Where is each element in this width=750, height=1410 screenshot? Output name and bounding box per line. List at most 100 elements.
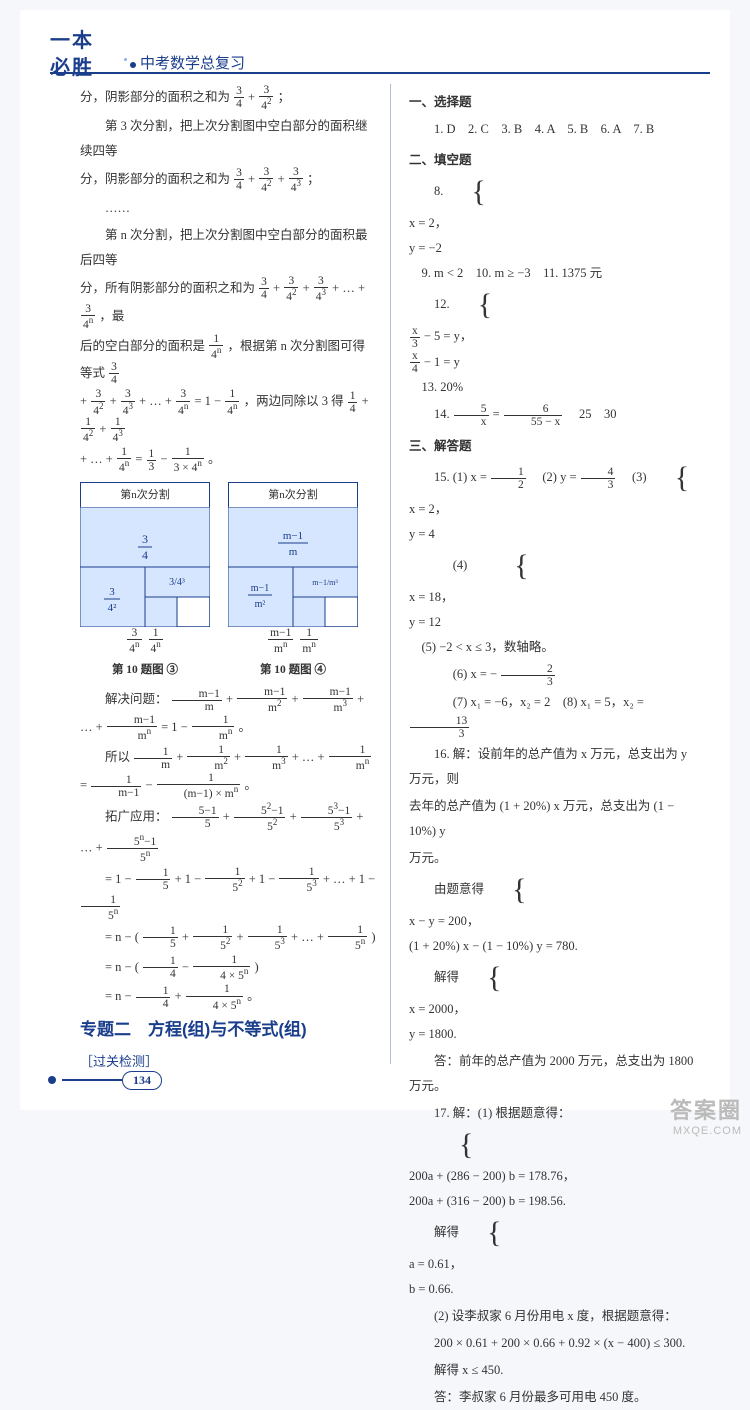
q16-p1: 16. 解：设前年的总产值为 x 万元，总支出为 y 万元，则 [409, 742, 700, 792]
fraction: 34 [109, 361, 119, 386]
watermark: 答案圈 MXQE.COM [670, 1093, 742, 1137]
q15-r3: (6) x = − 23 [409, 662, 700, 688]
sys-row: (1 + 20%) x − (1 − 10%) y = 780. [409, 934, 700, 959]
fraction: 34n [81, 303, 95, 331]
text: + [175, 989, 185, 1003]
text: (5) −2 < x ≤ 3，数轴略。 [409, 640, 554, 654]
q17-p5: 解得 x ≤ 450. [409, 1358, 700, 1383]
system: { [487, 875, 528, 905]
figure-4-caption: 第 10 题图 ④ [228, 659, 358, 682]
section-heading-1: 一、选择题 [409, 90, 700, 115]
page-number-wrap: 134 [50, 1068, 162, 1092]
text: 后的空白部分的面积是 [80, 339, 205, 353]
sys-row: x = 2000， [409, 997, 700, 1022]
content-columns: 分，阴影部分的面积之和为 34 + 342 ； 第 3 次分割，把上次分割图中空… [80, 84, 700, 1064]
left-p1: 分，阴影部分的面积之和为 34 + 342 ； [80, 84, 376, 112]
text: ) [371, 929, 375, 943]
text: 12. [434, 297, 450, 311]
text: ) [254, 959, 258, 973]
text: 解得 [434, 1225, 459, 1239]
watermark-line-2: MXQE.COM [670, 1125, 742, 1137]
svg-text:m²: m² [255, 599, 266, 610]
sys-row: x3 − 5 = y， [409, 324, 700, 350]
fraction: 34 [234, 85, 244, 110]
fraction: 34 [259, 276, 269, 301]
figure-3-bottom: 34n 14n [80, 627, 210, 655]
left-p3: 分，阴影部分的面积之和为 34 + 342 + 343 ； [80, 166, 376, 194]
system: { [434, 1130, 475, 1160]
logo-line-1: 一本 [50, 24, 94, 53]
sys-row: x − y = 200， [409, 909, 700, 934]
fraction: 142 [81, 416, 95, 444]
sys-row: 200a + (316 − 200) b = 198.56. [409, 1189, 700, 1214]
sys-row: x = 2， [409, 497, 700, 522]
figure-4-svg: m−1 m m−1 m² m−1/m³ [228, 507, 358, 627]
figure-4-bottom: m−1mn 1mn [228, 627, 358, 655]
page-number-dot-icon [48, 1076, 56, 1084]
figure-top-caption: 第n次分割 [228, 482, 358, 507]
watermark-line-1: 答案圈 [670, 1093, 742, 1125]
page-number-line [62, 1079, 122, 1081]
text: 13. 20% [409, 380, 463, 394]
text: + … + [80, 452, 113, 466]
q15-r4: (7) x₁ = −6，x₂ = 2 (8) x₁ = 5，x₂ = 133 [409, 690, 700, 741]
figure-3: 第n次分割 3 4 3 4² 3/4³ [80, 482, 210, 682]
sys-row: x4 − 1 = y [409, 350, 700, 376]
text: 。 [247, 989, 260, 1003]
text: (4) [453, 558, 468, 572]
text: = 1 − [105, 872, 132, 886]
fraction: 34n [176, 388, 190, 416]
text: + [80, 394, 87, 408]
text: (2) y = [530, 470, 580, 484]
text: 拓广应用： [105, 809, 168, 823]
system: { [453, 290, 494, 320]
sys-row: y = −2 [409, 236, 700, 261]
fraction: 343 [121, 388, 135, 416]
q17-p3: (2) 设李叔家 6 月份用电 x 度，根据题意得： [409, 1304, 700, 1329]
sys-row: x = 2， [409, 211, 700, 236]
q17-p2: 解得 { [409, 1216, 700, 1250]
fraction: 14n [209, 333, 223, 361]
q16-p3: 万元。 [409, 846, 700, 871]
text: 分，阴影部分的面积之和为 [80, 90, 230, 104]
text: 分，阴影部分的面积之和为 [80, 172, 230, 186]
figure-3-caption: 第 10 题图 ③ [80, 659, 210, 682]
svg-text:m−1/m³: m−1/m³ [312, 578, 338, 587]
fraction: 14 [348, 390, 358, 415]
left-p2: 第 3 次分割，把上次分割图中空白部分的面积继续四等 [80, 114, 376, 164]
q16-p5: 解得 { [409, 961, 700, 995]
system: { [470, 551, 530, 581]
text: 9. m < 2 10. m ≥ −3 11. 1375 元 [409, 266, 602, 280]
sys-row: y = 1800. [409, 1022, 700, 1047]
left-p10: 解决问题： m−1m + m−1m2 + m−1m3 + … + m−1mn =… [80, 686, 376, 742]
choice-answers: 1. D 2. C 3. B 4. A 5. B 6. A 7. B [409, 117, 700, 142]
sys-row: y = 12 [409, 610, 700, 635]
sys-row: 200a + (286 − 200) b = 178.76， [409, 1164, 700, 1189]
fraction: 343 [289, 166, 303, 194]
left-p13: = 1 − 15 + 1 − 152 + 1 − 153 + … + 1 − 1… [80, 866, 376, 922]
page-header: 一本 必胜 中考数学总复习 [80, 28, 700, 78]
text: ，最 [99, 309, 124, 323]
q16-p2: 去年的总产值为 (1 + 20%) x 万元，总支出为 (1 − 10%) y [409, 794, 700, 844]
svg-text:m: m [289, 546, 298, 558]
svg-text:3: 3 [109, 586, 115, 598]
text: 由题意得 [434, 882, 484, 896]
q14: 14. 5x = 655 − x 25 30 [409, 402, 700, 428]
left-p18: = n − 14 + 14 × 5n 。 [80, 983, 376, 1011]
svg-text:3/4³: 3/4³ [169, 577, 185, 588]
figures-row: 第n次分割 3 4 3 4² 3/4³ [80, 482, 376, 682]
right-column: 一、选择题 1. D 2. C 3. B 4. A 5. B 6. A 7. B… [390, 84, 700, 1064]
q17-p6: 答：李叔家 6 月份最多可用电 450 度。 [409, 1385, 700, 1410]
fraction: 342 [259, 84, 273, 112]
fraction: 13 × 4n [172, 446, 204, 474]
logo-line-2: 必胜 [50, 51, 94, 80]
q17-p4: 200 × 0.61 + 200 × 0.66 + 0.92 × (x − 40… [409, 1331, 700, 1356]
left-column: 分，阴影部分的面积之和为 34 + 342 ； 第 3 次分割，把上次分割图中空… [80, 84, 390, 1064]
text: = [493, 407, 503, 421]
sys-row: a = 0.61， [409, 1252, 700, 1277]
left-p12: 拓广应用： 5−15 + 52−152 + 53−153 + … + 5n−15… [80, 802, 376, 864]
text: 所以 [105, 750, 130, 764]
q8: 8. { [409, 175, 700, 209]
q17-p1: 17. 解：(1) 根据题意得： [409, 1101, 700, 1126]
fraction: 13 [147, 448, 157, 473]
